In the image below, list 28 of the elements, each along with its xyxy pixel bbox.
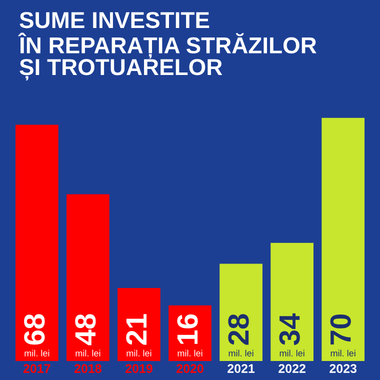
x-tick-label: 2020 (176, 364, 204, 373)
data-label: 48 (75, 314, 96, 346)
data-label: 16 (177, 314, 198, 344)
annotation: mil. lei (126, 350, 152, 356)
annotation: mil. lei (330, 350, 356, 356)
data-label: 70 (330, 314, 351, 344)
x-tick-label: 2017 (23, 364, 50, 373)
chart-title: SUME INVESTITE ÎN REPARAȚIA STRĂZILOR ȘI TROTUARELOR (18, 12, 316, 80)
bar (322, 118, 365, 361)
x-tick-label: 2018 (74, 364, 102, 373)
x-tick-label: 2021 (228, 364, 255, 373)
x-tick-label: 2022 (278, 364, 306, 373)
data-label: 68 (24, 314, 45, 345)
x-tick-label: 2019 (126, 364, 152, 373)
annotation: mil. lei (24, 350, 50, 356)
annotation: mil. lei (280, 350, 304, 356)
bar (66, 194, 110, 361)
bar (270, 242, 314, 361)
data-label: 34 (279, 313, 300, 346)
bar (118, 288, 160, 361)
bar (220, 264, 262, 361)
data-label: 28 (228, 314, 249, 345)
annotation: mil. lei (76, 350, 100, 356)
bar (15, 124, 58, 361)
annotation: mil. lei (178, 350, 202, 356)
data-label: 21 (126, 314, 147, 345)
x-tick-label: 2023 (330, 364, 357, 373)
annotation: mil. lei (228, 350, 254, 356)
